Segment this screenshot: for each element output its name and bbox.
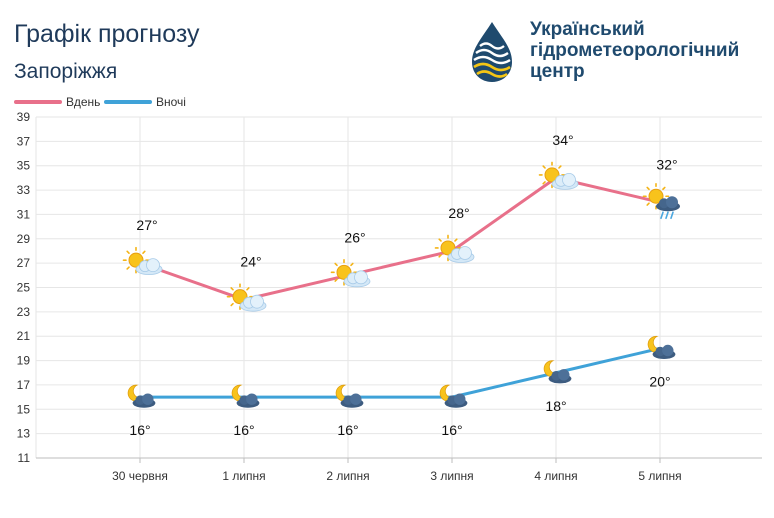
chart-title: Графік прогнозу — [14, 20, 200, 48]
y-tick-label: 17 — [17, 378, 31, 392]
y-tick-label: 37 — [17, 134, 31, 148]
x-tick-label: 5 липня — [638, 469, 681, 483]
day-temp-label: 32° — [656, 156, 677, 172]
night-temp-label: 20° — [649, 373, 670, 389]
y-tick-label: 19 — [17, 354, 31, 368]
y-tick-label: 11 — [18, 451, 31, 465]
day-temp-label: 34° — [552, 132, 573, 148]
x-tick-label: 4 липня — [534, 469, 577, 483]
x-tick-label: 2 липня — [326, 469, 369, 483]
moon-cloud-icon — [647, 335, 676, 360]
sun-cloud-icon — [330, 259, 371, 288]
night-series-line — [140, 346, 661, 399]
y-tick-label: 39 — [17, 110, 31, 124]
y-tick-label: 15 — [17, 402, 31, 416]
y-tick-label: 13 — [17, 427, 31, 441]
legend-label-night: Вночі — [156, 95, 186, 109]
night-temp-label: 16° — [129, 422, 150, 438]
x-tick-label: 3 липня — [430, 469, 473, 483]
moon-cloud-icon — [439, 384, 468, 408]
moon-cloud-icon — [127, 384, 156, 408]
sun-rain-cloud-icon — [642, 182, 680, 220]
day-temp-label: 27° — [136, 217, 157, 233]
moon-cloud-icon — [231, 384, 260, 408]
y-tick-label: 33 — [17, 183, 31, 197]
y-tick-label: 25 — [17, 281, 31, 295]
legend-label-day: Вдень — [66, 95, 100, 109]
day-temp-label: 28° — [448, 205, 469, 221]
night-temp-label: 16° — [441, 422, 462, 438]
city-name: Запоріжжя — [14, 60, 118, 83]
x-tick-label: 30 червня — [112, 469, 168, 483]
moon-cloud-icon — [543, 360, 572, 384]
org-name-line-3: центр — [530, 61, 585, 82]
night-temp-label: 16° — [233, 422, 254, 438]
org-name-line-2: гідрометеорологічний — [530, 40, 740, 61]
day-temp-label: 24° — [240, 254, 261, 270]
y-tick-label: 35 — [17, 159, 31, 173]
org-name-line-1: Український — [530, 19, 645, 40]
moon-cloud-icon — [335, 384, 364, 408]
night-temp-label: 18° — [545, 398, 566, 414]
y-tick-label: 31 — [17, 207, 31, 221]
y-tick-label: 29 — [17, 232, 31, 246]
sun-cloud-icon — [122, 246, 163, 276]
org-name: Український гідрометеорологічний центр — [530, 19, 739, 82]
sun-cloud-icon — [226, 283, 267, 312]
y-tick-label: 21 — [17, 329, 31, 343]
day-temp-label: 26° — [344, 229, 365, 245]
ugmc-logo-icon — [472, 22, 512, 82]
y-tick-label: 23 — [17, 305, 31, 319]
night-temp-label: 16° — [337, 422, 358, 438]
x-tick-label: 1 липня — [222, 469, 265, 483]
y-tick-label: 27 — [17, 256, 31, 270]
